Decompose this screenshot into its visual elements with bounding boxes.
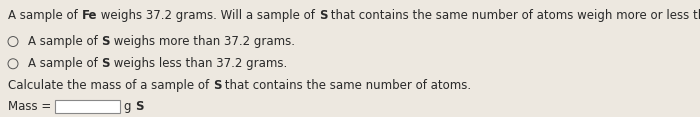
Text: A sample of: A sample of	[8, 9, 81, 22]
Text: S: S	[102, 57, 110, 70]
Text: weighs more than 37.2 grams.: weighs more than 37.2 grams.	[110, 35, 295, 48]
Text: Calculate the mass of a sample of: Calculate the mass of a sample of	[8, 79, 213, 93]
FancyBboxPatch shape	[55, 100, 120, 113]
Text: A sample of: A sample of	[28, 35, 101, 48]
Text: Fe: Fe	[81, 9, 97, 22]
Text: S: S	[318, 9, 327, 22]
Text: that contains the same number of atoms weigh more or less than 37.2 grams?: that contains the same number of atoms w…	[327, 9, 700, 22]
Text: S: S	[135, 100, 143, 113]
Text: that contains the same number of atoms.: that contains the same number of atoms.	[221, 79, 472, 93]
Text: S: S	[213, 79, 221, 93]
Text: weighs less than 37.2 grams.: weighs less than 37.2 grams.	[110, 57, 287, 70]
Text: weighs 37.2 grams. Will a sample of: weighs 37.2 grams. Will a sample of	[97, 9, 318, 22]
Text: g: g	[124, 100, 135, 113]
Text: A sample of: A sample of	[28, 57, 101, 70]
Text: Mass =: Mass =	[8, 100, 55, 113]
Text: S: S	[102, 35, 110, 48]
